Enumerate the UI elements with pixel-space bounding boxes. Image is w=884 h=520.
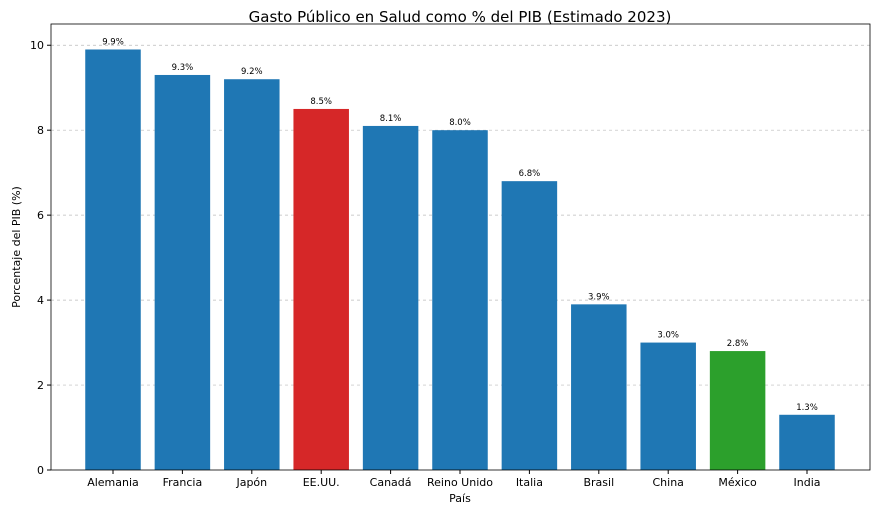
chart-title: Gasto Público en Salud como % del PIB (E… xyxy=(249,8,672,26)
bar xyxy=(571,304,627,470)
bar xyxy=(709,351,766,470)
data-label: 8.0% xyxy=(449,118,471,128)
y-tick-label: 2 xyxy=(37,379,44,392)
data-labels: 9.9% 9.3% 9.2% 8.5% 8.1% 8.0% 6.8% 3.9% 3.0% 2.8%… xyxy=(102,37,818,412)
x-tick-label: Italia xyxy=(516,476,543,489)
x-tick-label: Reino Unido xyxy=(427,476,493,489)
x-tick-label: Francia xyxy=(163,476,203,489)
bar xyxy=(501,181,558,470)
x-tick-label: EE.UU. xyxy=(303,476,340,489)
x-tick-label: Japón xyxy=(235,476,267,489)
y-tick-label: 8 xyxy=(37,124,44,137)
y-tick-label: 4 xyxy=(37,294,44,307)
x-axis-label: País xyxy=(449,492,471,505)
bar xyxy=(293,108,349,470)
data-label: 2.8% xyxy=(727,339,749,349)
data-label: 9.2% xyxy=(241,67,263,77)
data-label: 8.1% xyxy=(380,114,402,124)
y-tick-label: 0 xyxy=(37,464,44,477)
y-tick-label: 10 xyxy=(30,39,44,52)
x-ticks: Alemania Francia Japón EE.UU. Canadá Reino Un… xyxy=(87,470,821,489)
bar xyxy=(224,79,280,470)
bar xyxy=(779,414,835,470)
x-tick-label: China xyxy=(652,476,683,489)
bar xyxy=(432,130,488,470)
y-axis-label: Porcentaje del PIB (%) xyxy=(10,186,23,308)
bar xyxy=(85,49,141,470)
x-tick-label: Canadá xyxy=(370,476,412,489)
data-label: 9.9% xyxy=(102,37,124,47)
data-label: 3.9% xyxy=(588,292,610,302)
data-label: 9.3% xyxy=(172,63,194,73)
y-ticks: 0 2 4 6 8 10 xyxy=(30,39,51,477)
plot-frame xyxy=(50,23,871,471)
x-tick-label: México xyxy=(718,476,757,489)
bars xyxy=(85,49,835,470)
bar xyxy=(640,342,696,470)
data-label: 8.5% xyxy=(310,97,332,107)
x-tick-label: India xyxy=(794,476,821,489)
bar xyxy=(362,125,419,470)
data-label: 1.3% xyxy=(796,403,818,413)
bar xyxy=(154,74,211,470)
x-tick-label: Alemania xyxy=(87,476,139,489)
y-tick-label: 6 xyxy=(37,209,44,222)
x-tick-label: Brasil xyxy=(583,476,614,489)
data-label: 6.8% xyxy=(519,169,541,179)
data-label: 3.0% xyxy=(657,331,679,341)
